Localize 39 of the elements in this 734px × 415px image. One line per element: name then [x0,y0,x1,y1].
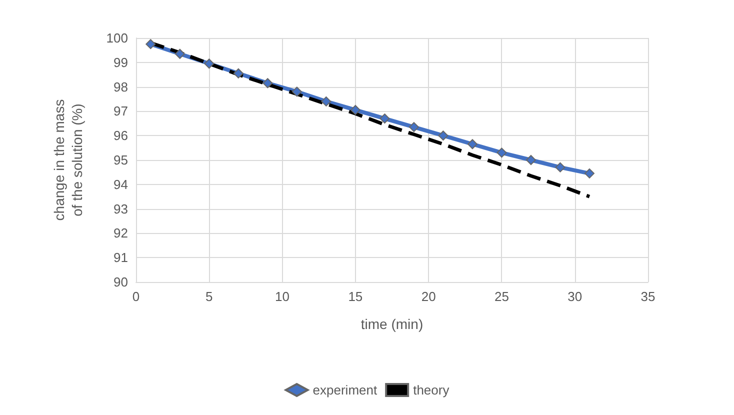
y-tick-label: 94 [114,176,128,192]
y-tick-label: 92 [114,226,128,241]
point [408,122,419,132]
x-tick-label: 15 [348,289,363,304]
point [321,96,332,106]
y-tick-label: 90 [114,274,128,290]
y-tick-label: 98 [114,79,128,94]
point [380,114,390,124]
legend-label: experiment [312,382,378,398]
y-tick-label: 93 [114,201,128,216]
point [496,148,507,158]
point [233,68,244,78]
x-tick-label: 25 [494,289,509,304]
y-tick-label: 95 [114,152,128,168]
x-axis-title: time (min) [360,316,424,332]
x-tick-label: 0 [132,289,140,304]
point [146,39,156,50]
point [262,78,273,88]
point [204,58,214,69]
y-axis-title: change in the mass of the solution (%) [51,99,85,221]
x-tick-label: 20 [421,289,436,304]
legend-label: theory [413,382,450,398]
y-tick-label: 97 [114,104,128,119]
x-tick-label: 30 [568,289,582,304]
y-tick-label: 99 [114,54,128,70]
y-tick-label: 96 [114,128,128,144]
point [526,155,536,165]
point [555,162,566,172]
x-tick-label: 10 [275,289,290,304]
y-tick-label: 91 [114,250,128,266]
point [350,104,360,115]
y-tick-label: 100 [106,30,128,46]
x-tick-label: 5 [206,289,213,304]
point [584,168,594,178]
point [174,48,185,59]
point [438,130,448,141]
point [292,86,302,97]
x-tick-label: 35 [640,289,656,304]
point [467,139,478,150]
